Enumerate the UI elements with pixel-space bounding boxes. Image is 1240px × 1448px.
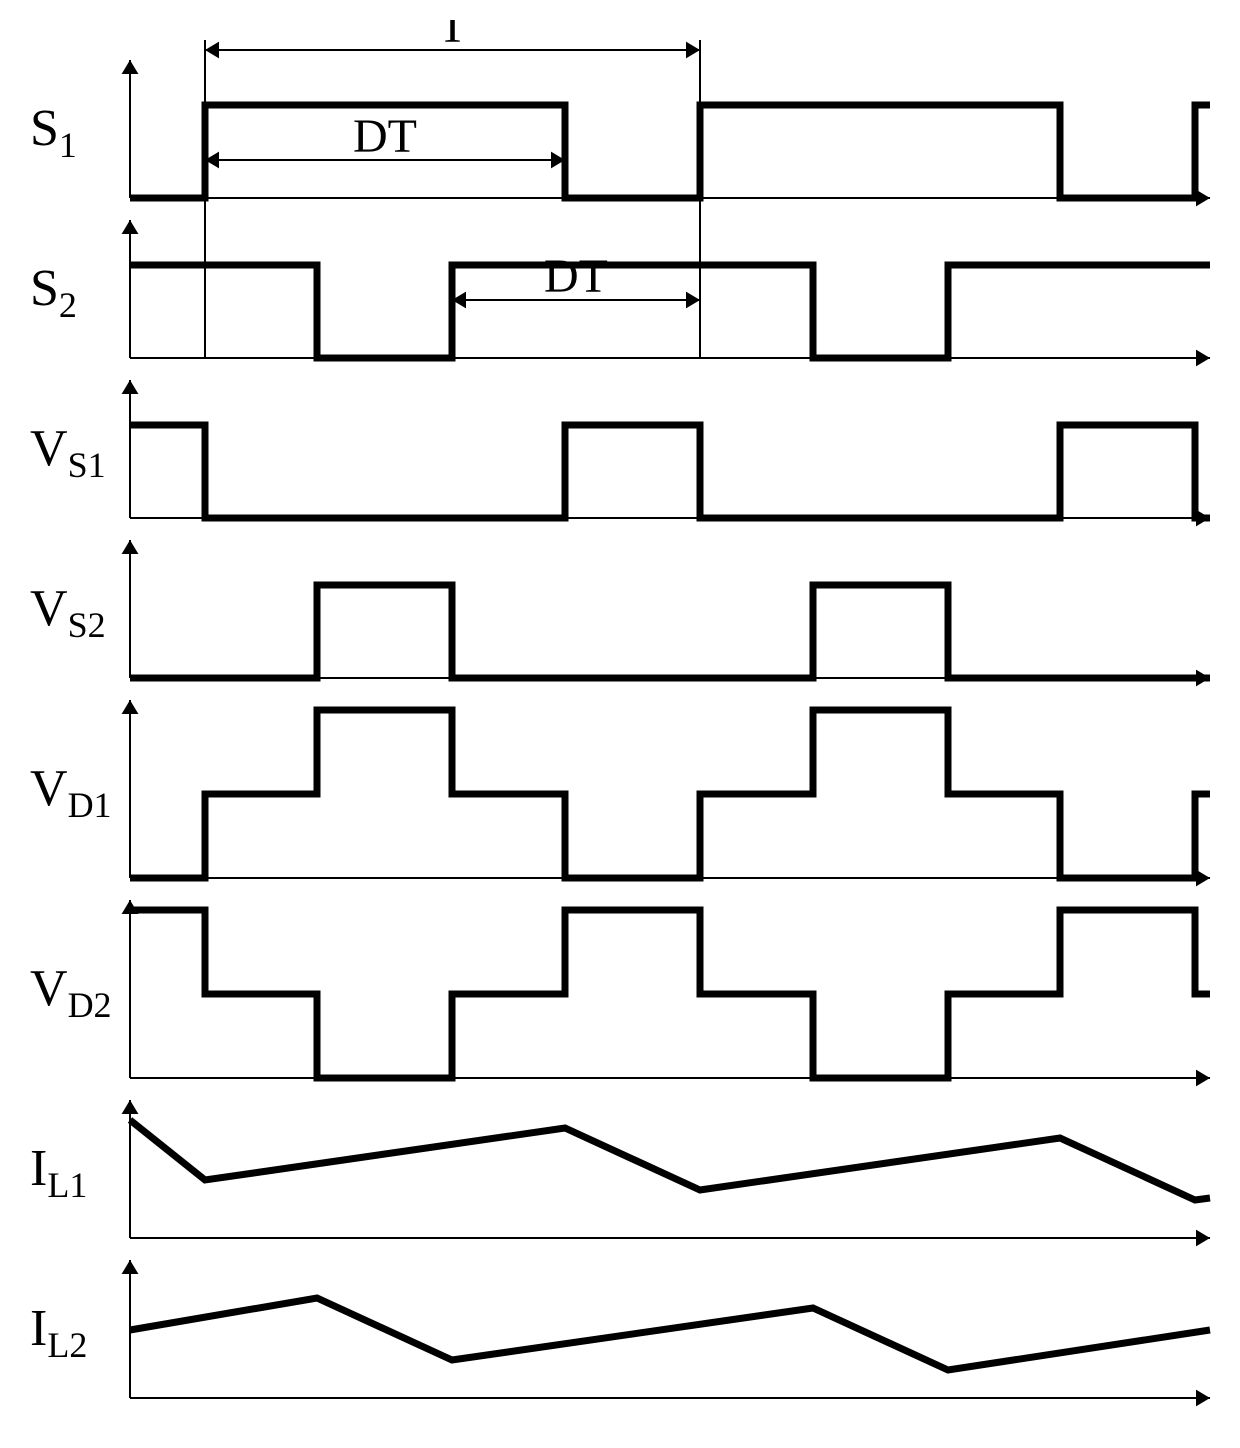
VS2-label: VS2 bbox=[30, 580, 106, 645]
S2-label: S2 bbox=[30, 260, 77, 325]
S1-waveform bbox=[130, 105, 1210, 198]
VD2-waveform bbox=[130, 910, 1210, 1078]
dt-label-1: DT bbox=[544, 250, 608, 303]
dt-label-0: DT bbox=[353, 110, 417, 163]
VS1-label: VS1 bbox=[30, 420, 106, 485]
IL2-waveform bbox=[130, 1298, 1210, 1370]
timing-diagram: S1 S2 VS1 VS2 VD1 VD2 IL1 IL2 T DT DT bbox=[20, 20, 1220, 1428]
VD1-waveform bbox=[130, 710, 1210, 878]
S2-waveform bbox=[130, 265, 1210, 358]
VD2-label: VD2 bbox=[30, 960, 112, 1025]
IL2-label: IL2 bbox=[30, 1300, 87, 1365]
IL1-waveform bbox=[130, 1120, 1210, 1200]
S1-label: S1 bbox=[30, 100, 77, 165]
timing-svg: S1 S2 VS1 VS2 VD1 VD2 IL1 IL2 T DT DT bbox=[20, 20, 1220, 1428]
VS2-waveform bbox=[130, 585, 1210, 678]
VS1-waveform bbox=[130, 425, 1210, 518]
IL1-label: IL1 bbox=[30, 1140, 87, 1205]
VD1-label: VD1 bbox=[30, 760, 112, 825]
period-label: T bbox=[438, 20, 467, 53]
